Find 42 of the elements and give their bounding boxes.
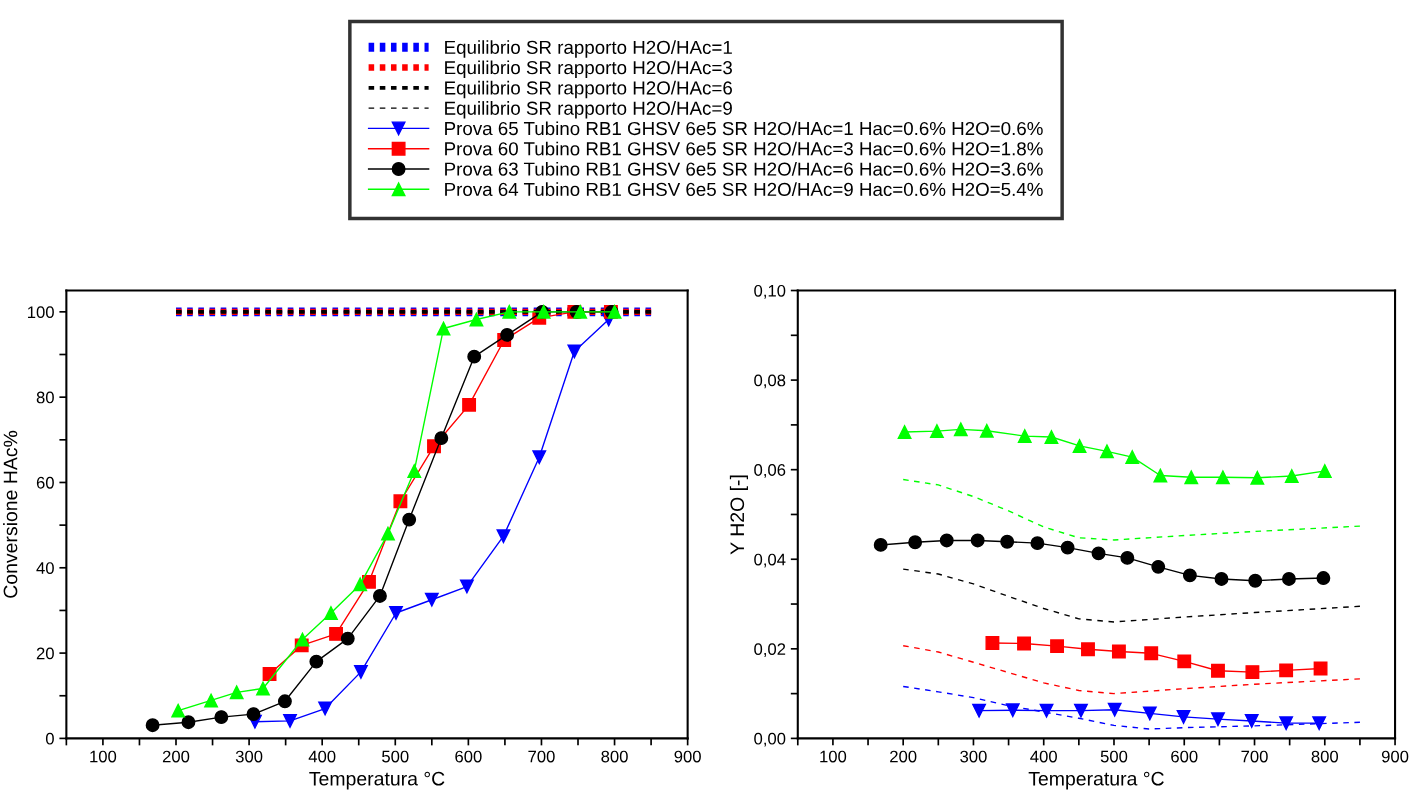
y-tick-label: 0,06 [754, 464, 786, 478]
x-axis-title: Temperatura °C [1028, 771, 1164, 790]
x-tick-label: 200 [162, 750, 190, 763]
x-tick-label: 600 [1171, 750, 1198, 763]
y-tick-label: 0,10 [754, 284, 786, 299]
y-tick-label: 0 [45, 732, 54, 745]
y-tick-label: 80 [36, 391, 54, 404]
x-tick-label: 500 [1100, 750, 1128, 763]
y-axis-title: Conversione HAc% [3, 430, 18, 598]
x-tick-label: 400 [1030, 750, 1057, 763]
x-tick-label: 500 [382, 750, 409, 763]
legend-label: Equilibrio SR rapporto H2O/HAc=3 [445, 60, 732, 78]
x-axis-title: Temperatura °C [309, 771, 445, 790]
legend-label: Prova 63 Tubino RB1 GHSV 6e5 SR H2O/HAc=6 Hac=0.6% H2O=3.6% [445, 161, 1043, 176]
legend-label: Prova 64 Tubino RB1 GHSV 6e5 SR H2O/HAc=9 Hac=0.6% H2O=5.4% [445, 182, 1043, 197]
x-tick-label: 600 [455, 750, 482, 763]
x-tick-label: 100 [820, 750, 847, 763]
legend-label: Prova 60 Tubino RB1 GHSV 6e5 SR H2O/HAc=3 Hac=0.6% H2O=1.8% [445, 141, 1043, 156]
x-tick-label: 200 [890, 750, 917, 763]
x-tick-label: 100 [90, 750, 117, 763]
x-tick-label: 300 [235, 750, 263, 763]
x-tick-label: 900 [1381, 750, 1409, 763]
y-tick-label: 0,02 [754, 643, 786, 657]
y-tick-label: 100 [28, 306, 54, 319]
x-tick-label: 800 [1311, 750, 1339, 763]
legend-label: Equilibrio SR rapporto H2O/HAc=9 [445, 101, 732, 119]
x-tick-label: 400 [308, 750, 336, 763]
x-tick-label: 700 [528, 750, 555, 763]
legend-label: Equilibrio SR rapporto H2O/HAc=6 [445, 80, 732, 99]
y-axis-title: Y H2O [-] [729, 475, 748, 555]
x-tick-label: 800 [601, 750, 628, 763]
y-tick-label: 60 [36, 476, 54, 489]
y-tick-label: 20 [36, 647, 54, 660]
x-tick-label: 300 [960, 750, 987, 763]
y-tick-label: 40 [36, 562, 54, 574]
y-tick-label: 0,08 [754, 374, 786, 389]
legend-label: Equilibrio SR rapporto H2O/HAc=1 [445, 40, 732, 58]
y-tick-label: 0,00 [754, 732, 786, 747]
legend-label: Prova 65 Tubino RB1 GHSV 6e5 SR H2O/HAc=1 Hac=0.6% H2O=0.6% [445, 121, 1043, 136]
x-tick-label: 700 [1241, 750, 1268, 763]
x-tick-label: 900 [674, 750, 701, 763]
y-tick-label: 0,04 [754, 553, 786, 568]
